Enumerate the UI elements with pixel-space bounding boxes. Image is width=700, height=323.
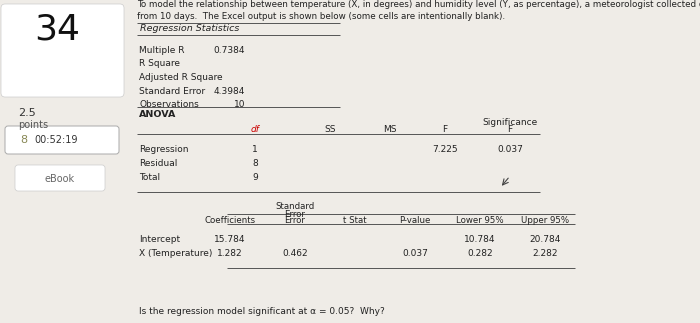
Text: Total: Total <box>139 173 160 182</box>
Text: t Stat: t Stat <box>343 216 367 225</box>
Text: Is the regression model significant at α = 0.05?  Why?: Is the regression model significant at α… <box>139 307 385 316</box>
Text: Adjusted R Square: Adjusted R Square <box>139 73 223 82</box>
FancyBboxPatch shape <box>15 165 105 191</box>
Text: Regression Statistics: Regression Statistics <box>140 24 239 33</box>
Text: from 10 days.  The ​Excel​ output is shown below (some cells are intentionally b: from 10 days. The ​Excel​ output is show… <box>137 12 505 21</box>
Text: Coefficients: Coefficients <box>204 216 256 225</box>
Text: 0.282: 0.282 <box>467 249 493 258</box>
Text: 0.037: 0.037 <box>402 249 428 258</box>
Text: 10.784: 10.784 <box>464 235 496 244</box>
Text: F: F <box>508 125 512 134</box>
Text: df: df <box>251 125 260 134</box>
Text: 8: 8 <box>252 159 258 168</box>
Text: Observations: Observations <box>139 100 199 109</box>
Text: Lower 95%: Lower 95% <box>456 216 504 225</box>
Text: X (Temperature): X (Temperature) <box>139 249 212 258</box>
Text: 0.037: 0.037 <box>497 145 523 154</box>
FancyBboxPatch shape <box>1 4 124 97</box>
Text: eBook: eBook <box>45 174 75 184</box>
Text: Multiple R: Multiple R <box>139 46 185 55</box>
Text: 15.784: 15.784 <box>214 235 246 244</box>
Text: Standard: Standard <box>275 202 314 211</box>
Text: 7.225: 7.225 <box>432 145 458 154</box>
Text: 9: 9 <box>252 173 258 182</box>
FancyBboxPatch shape <box>5 126 119 154</box>
Text: 0.462: 0.462 <box>282 249 308 258</box>
Text: R Square: R Square <box>139 59 180 68</box>
Text: 34: 34 <box>34 13 80 47</box>
Text: 8: 8 <box>20 135 27 145</box>
Text: ANOVA: ANOVA <box>139 110 176 119</box>
Text: Standard Error: Standard Error <box>139 87 205 96</box>
Text: MS: MS <box>384 125 397 134</box>
Text: Significance: Significance <box>482 118 538 127</box>
Text: 2.282: 2.282 <box>532 249 558 258</box>
Text: Error: Error <box>285 216 305 225</box>
Text: points: points <box>18 120 48 130</box>
Text: 4.3984: 4.3984 <box>214 87 245 96</box>
Text: 1: 1 <box>252 145 258 154</box>
Text: 10: 10 <box>234 100 245 109</box>
Text: Residual: Residual <box>139 159 177 168</box>
Text: 0.7384: 0.7384 <box>214 46 245 55</box>
Text: 2.5: 2.5 <box>18 108 36 118</box>
Text: 1.282: 1.282 <box>217 249 243 258</box>
Text: To model the relationship between temperature (X, in degrees) and humidity level: To model the relationship between temper… <box>137 0 700 9</box>
Text: Intercept: Intercept <box>139 235 180 244</box>
Text: P-value: P-value <box>399 216 430 225</box>
Text: Upper 95%: Upper 95% <box>521 216 569 225</box>
Text: 20.784: 20.784 <box>529 235 561 244</box>
Text: 00:52:19: 00:52:19 <box>34 135 78 145</box>
Text: Error: Error <box>285 210 305 219</box>
Text: SS: SS <box>324 125 336 134</box>
Text: Regression: Regression <box>139 145 188 154</box>
Text: F: F <box>442 125 447 134</box>
